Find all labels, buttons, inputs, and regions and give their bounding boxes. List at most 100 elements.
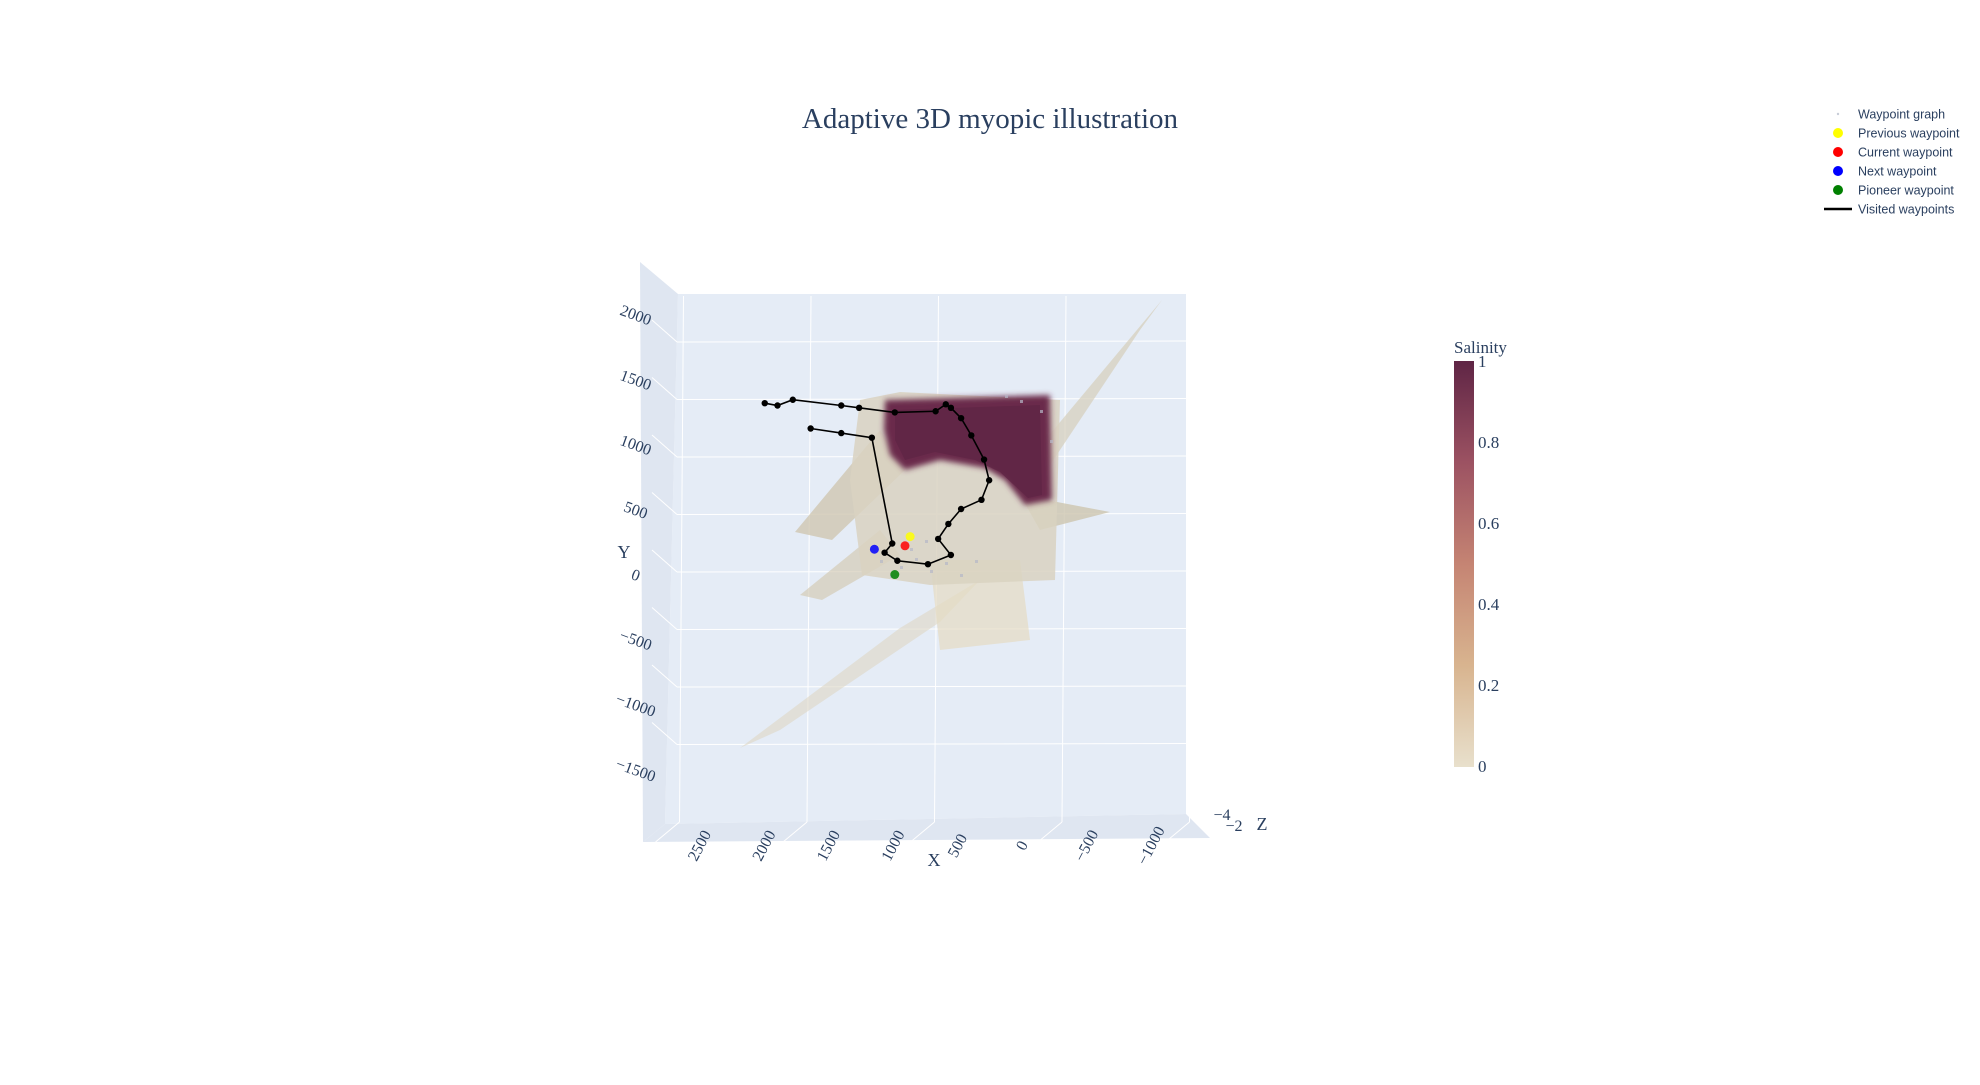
y-grid-line [676,340,1187,343]
colorbar-tick-label: 0.2 [1478,676,1499,695]
visited-waypoint-point [985,477,993,484]
y-grid-wall [651,377,678,400]
x-grid-line [1316,295,1322,823]
legend-item[interactable]: Waypoint graph [1836,108,1945,122]
pioneer-waypoint-marker [890,570,900,580]
visited-waypoint-point [868,434,876,441]
colorbar-tick-label: 0 [1478,757,1487,776]
x-grid-line [1061,295,1067,823]
colorbar: Salinity 1 0.8 0.6 0.4 0.2 0 [1454,338,1507,776]
legend-item[interactable]: Previous waypoint [1833,127,1960,141]
sample-points [880,395,1053,578]
legend-label: Next waypoint [1858,165,1937,179]
visited-waypoint-point [947,404,955,411]
y-grid-wall [651,549,678,573]
y-grid-line [676,685,1187,688]
legend-label: Current waypoint [1858,146,1953,160]
legend-item[interactable]: Current waypoint [1833,146,1953,160]
visited-waypoint-point [947,551,955,559]
y-axis-title: Y [618,542,631,562]
visited-waypoint-point [761,400,768,407]
x-grid-floor [1165,821,1190,843]
visited-waypoint-point [838,402,845,409]
visited-waypoint-point [789,396,796,403]
visited-waypoint-point [934,535,942,543]
x-grid-floor [1037,821,1063,843]
chart-title: Adaptive 3D myopic illustration [802,103,1179,135]
y-grid-wall [651,434,678,458]
legend-dot-symbol [1833,128,1843,138]
visited-waypoint-point [957,505,965,513]
y-grid-wall [651,664,678,688]
y-grid-wall [651,492,678,515]
x-grid-floor [782,821,808,843]
visited-waypoint-point [942,401,949,408]
x-axis-title: X [928,850,941,870]
x-grid-floor [655,821,680,843]
legend-item[interactable]: Pioneer waypoint [1833,184,1954,198]
x-grid-line [806,295,812,823]
visited-waypoint-point [894,557,901,564]
legend-label: Previous waypoint [1858,127,1960,141]
floor [643,814,1210,842]
visited-waypoint-point [932,408,939,415]
x-tick-label: 0 [1013,838,1032,853]
visited-waypoint-point [855,404,863,411]
visited-waypoint-point [891,409,898,416]
visited-waypoint-point [980,456,988,463]
legend: Waypoint graph Previous waypoint Current w… [1824,108,1960,217]
y-grid-line [676,628,1187,630]
colorbar-gradient [1454,361,1474,767]
legend-label: Visited waypoints [1858,203,1954,217]
x-grid-line [551,295,557,823]
tick-labels: 2500 2000 1500 1000 500 0 −500 −100020001500100… [613,302,1242,868]
left-wall [640,262,678,842]
colorbar-ticks: 1 0.8 0.6 0.4 0.2 0 [1478,352,1500,776]
visited-waypoint-point [838,429,845,437]
x-grid-line [679,295,684,823]
visited-waypoint-point [945,520,952,528]
high-salinity-core [895,405,1042,498]
chart-marks [761,396,993,580]
legend-dot-symbol [1833,147,1843,157]
next-waypoint-marker [869,544,879,554]
sheet-diagonal-lower [740,580,980,748]
colorbar-title: Salinity [1454,338,1507,357]
y-tick-label: 0 [629,566,642,585]
visited-waypoint-point [807,425,814,432]
legend-dot-symbol [1833,166,1843,176]
visited-waypoint-point [889,540,896,547]
visited-waypoint-point [774,402,781,409]
legend-item[interactable]: Visited waypoints [1824,203,1954,217]
colorbar-tick-label: 0.4 [1478,595,1500,614]
salinity-field [740,300,1162,748]
colorbar-tick-label: 0.8 [1478,433,1499,452]
colorbar-tick-label: 0.6 [1478,514,1499,533]
z-axis-title: Z [1257,814,1268,834]
x-grid-floor [527,821,553,843]
visited-waypoint-point [924,561,932,568]
visited-waypoint-point [881,549,888,556]
legend-dot-symbol [1836,112,1840,116]
y-grid-wall [651,319,678,343]
previous-waypoint-marker [905,532,915,542]
current-waypoint-marker [900,541,910,551]
visited-waypoint-point [957,414,965,422]
y-grid-wall [651,607,678,630]
legend-label: Pioneer waypoint [1858,184,1954,198]
z-tick-label: −4 [1213,807,1230,824]
z-tick-label: −2 [1225,818,1242,835]
y-grid-wall [651,722,678,745]
legend-item[interactable]: Next waypoint [1833,165,1937,179]
legend-dot-symbol [1833,185,1843,195]
x-grid-floor [400,821,425,843]
x-grid-floor [910,821,935,843]
colorbar-tick-label: 1 [1478,352,1487,371]
visited-waypoint-point [968,432,975,439]
legend-label: Waypoint graph [1858,108,1945,122]
x-grid-floor [1292,821,1318,843]
x-grid-line [1189,295,1194,823]
visited-waypoint-point [978,496,985,503]
